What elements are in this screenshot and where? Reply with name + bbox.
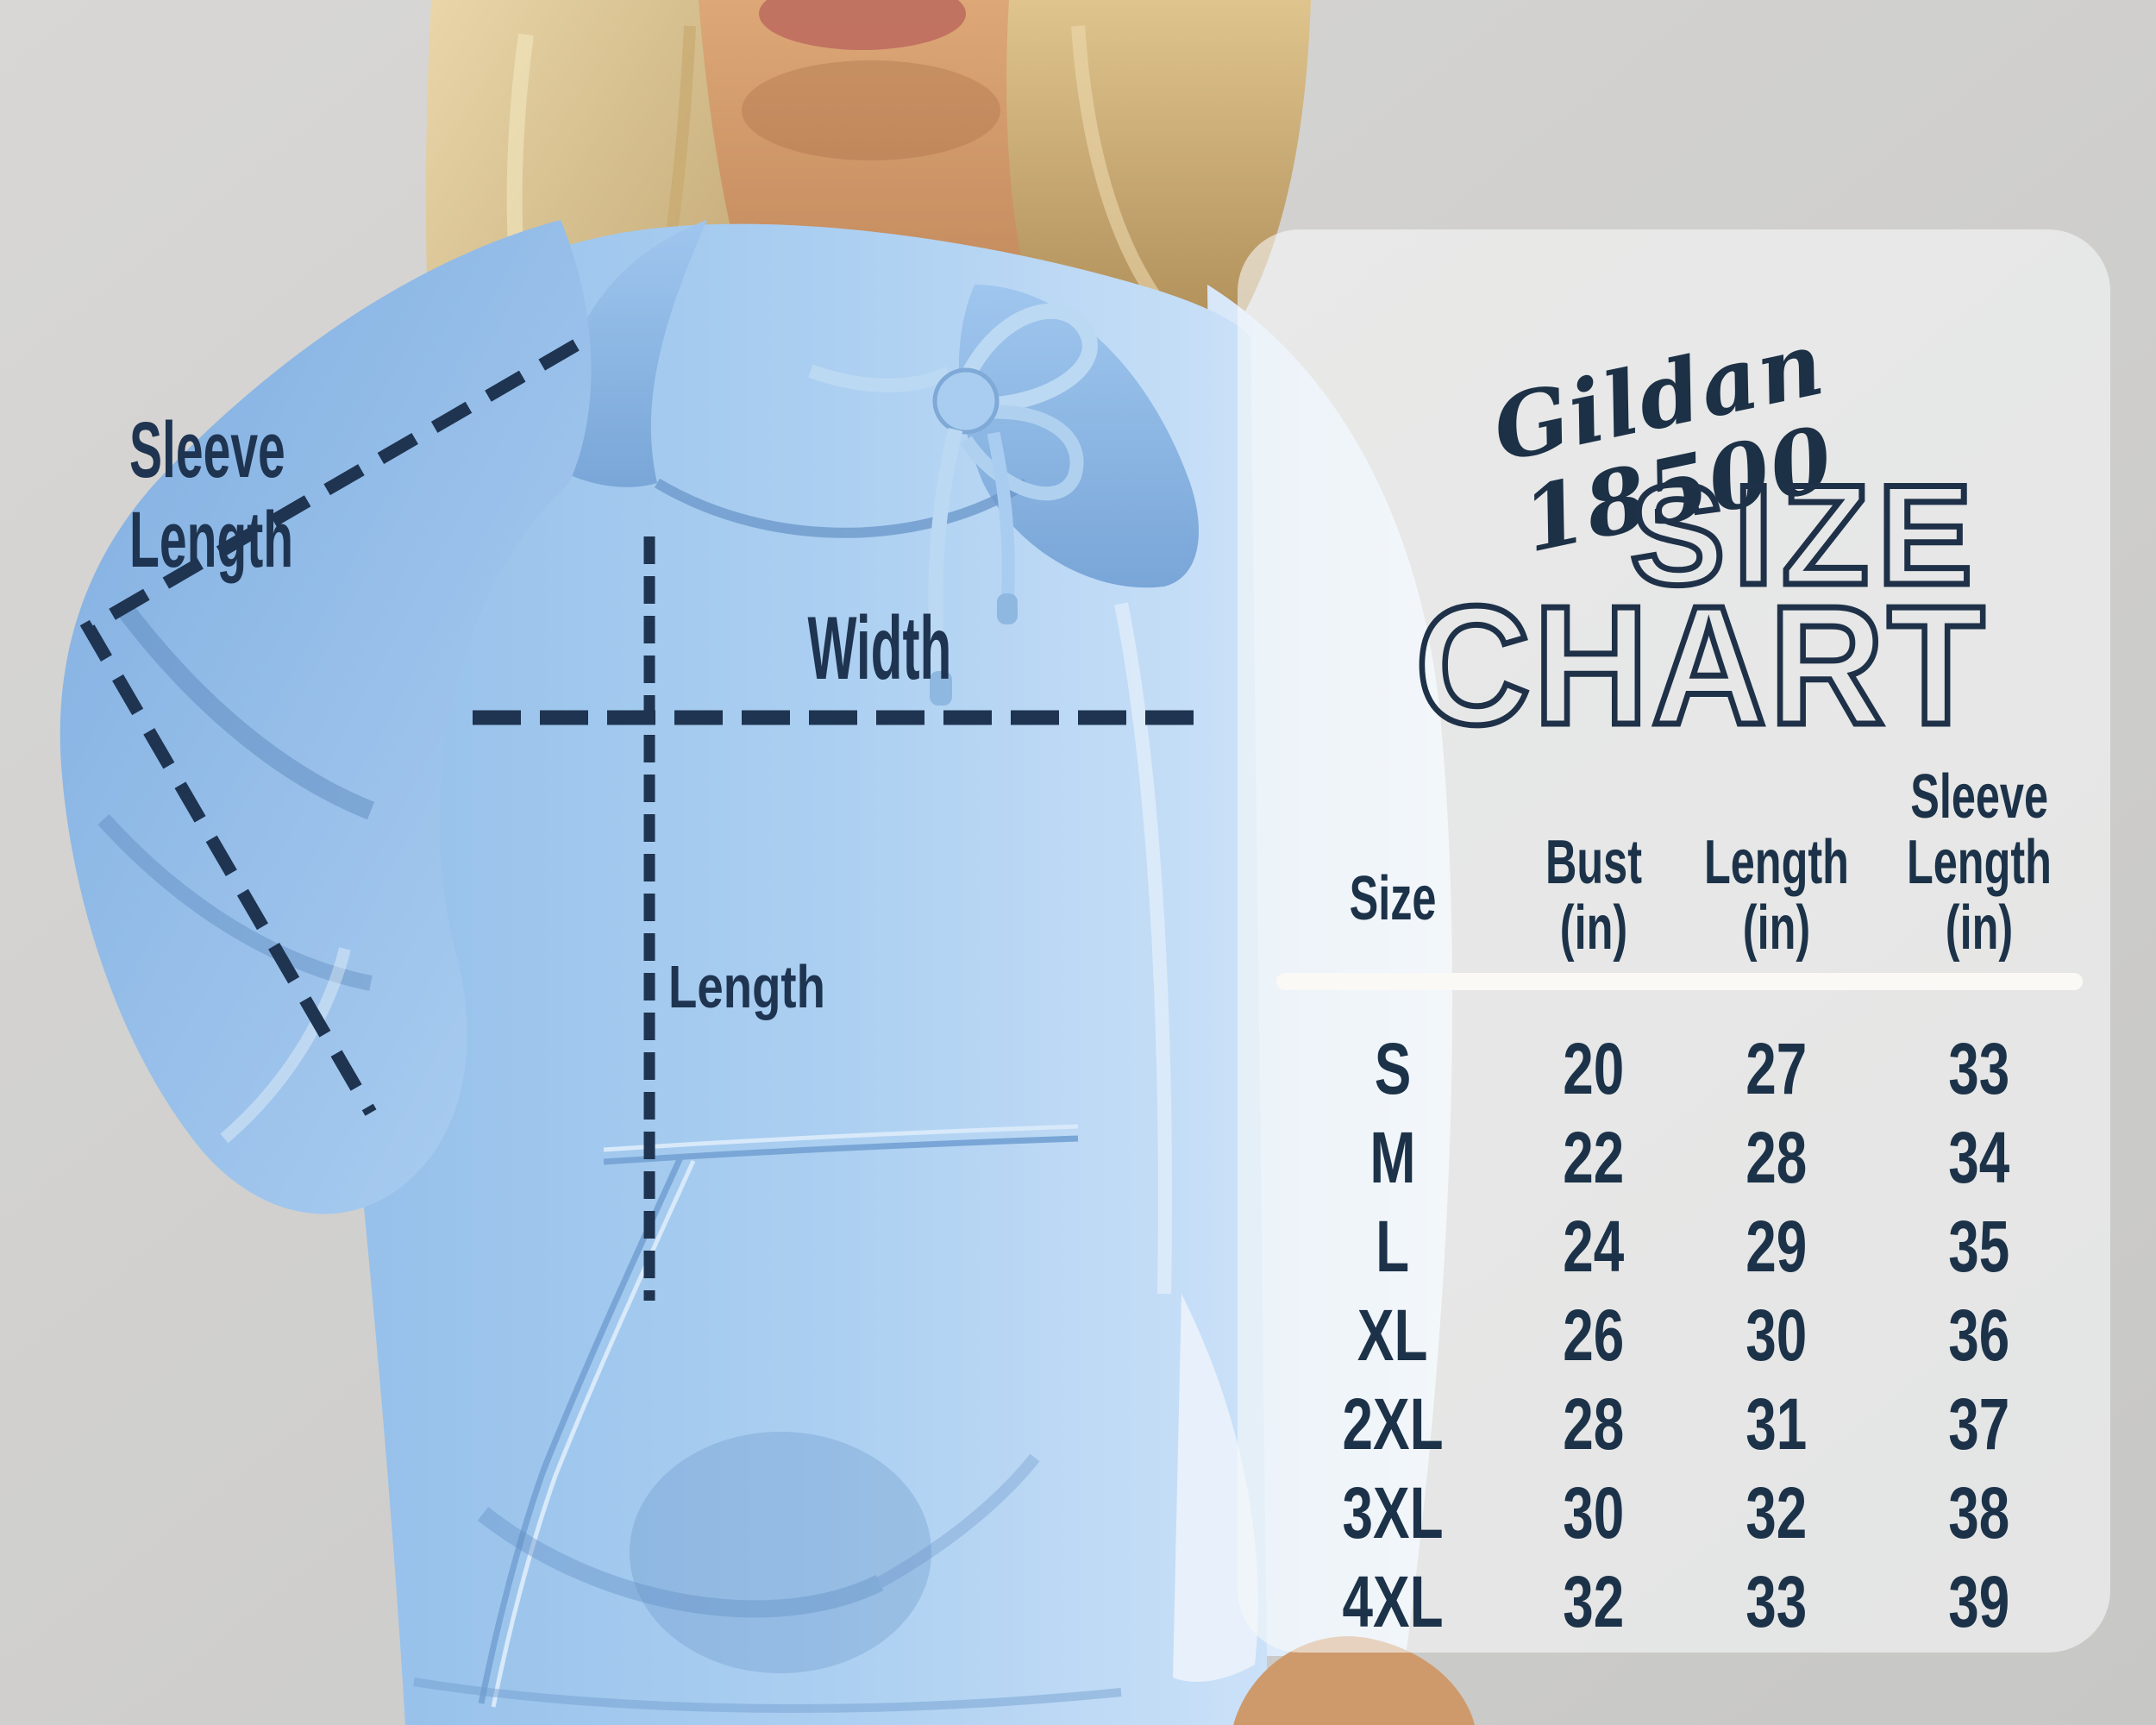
column-header-size: Size <box>1349 864 1437 933</box>
width-label: Width <box>807 599 952 699</box>
table-row: M 22 28 34 <box>1369 1117 2010 1198</box>
kangaroo-pocket <box>413 1124 1122 1713</box>
thigh-skin <box>1233 1636 1475 1725</box>
hip-highlight <box>1173 1294 1258 1682</box>
table-row: 3XL 30 32 38 <box>1342 1472 2010 1553</box>
sleeve-length-label-line2: Length <box>129 496 294 584</box>
length-label: Length <box>668 953 825 1020</box>
table-row: 4XL 32 33 39 <box>1342 1561 2010 1642</box>
column-header-sleeve-length: Sleeve Length (in) <box>1907 762 2052 963</box>
table-divider <box>1276 973 2083 990</box>
size-chart-panel: Gildan 18500 SIZE CHART Size Bust (in) L… <box>1238 229 2110 1653</box>
table-body: S 20 27 33 M 22 28 34 L 24 29 35 XL 26 3… <box>1276 1025 2083 1647</box>
table-row: S 20 27 33 <box>1374 1028 2010 1109</box>
table-row: XL 26 30 36 <box>1357 1295 2010 1376</box>
hoodie-torso <box>285 223 1268 1725</box>
hood-right-fold <box>958 285 1199 588</box>
size-title: SIZE <box>1627 455 1981 614</box>
drawstring-bow <box>808 303 1098 706</box>
chart-title: CHART <box>1413 571 1988 760</box>
table-row: L 24 29 35 <box>1376 1206 2010 1287</box>
collar-seam <box>654 478 1030 538</box>
sleeve-length-label: Sleeve Length <box>129 405 394 585</box>
hood-left-fold <box>552 220 707 487</box>
sleeve-length-label-line1: Sleeve <box>129 406 285 494</box>
table-row: 2XL 28 31 37 <box>1342 1383 2010 1465</box>
sleeve-length-measure-line <box>79 339 580 1116</box>
column-header-length: Length (in) <box>1704 828 1849 963</box>
table-header-row: Size Bust (in) Length (in) Sleeve Length… <box>1276 764 2083 961</box>
column-header-bust: Bust (in) <box>1545 828 1642 963</box>
left-sleeve <box>60 220 592 1214</box>
lips <box>759 0 966 50</box>
